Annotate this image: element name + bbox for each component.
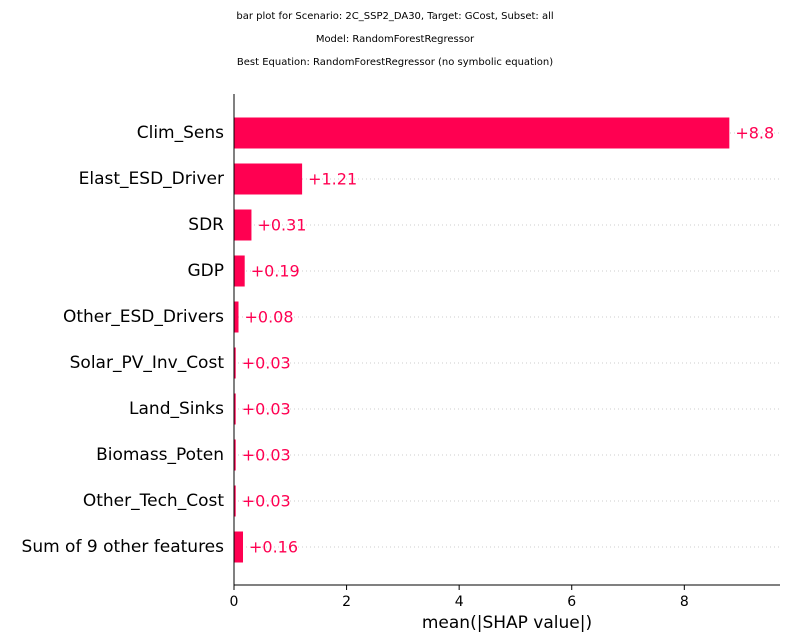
- x-axis-title: mean(|SHAP value|): [422, 613, 592, 633]
- bar-10: [234, 531, 244, 563]
- bars: [234, 117, 730, 563]
- value-label: +0.03: [242, 492, 291, 511]
- value-label: +8.8: [735, 124, 774, 143]
- category-labels: Clim_Sens Elast_ESD_Driver SDR GDP Other_ESD…: [22, 123, 225, 557]
- value-label: +0.08: [245, 308, 294, 327]
- category-label: Other_Tech_Cost: [83, 491, 224, 511]
- category-label: Clim_Sens: [137, 123, 224, 143]
- category-label: Other_ESD_Drivers: [63, 307, 224, 327]
- category-label: Elast_ESD_Driver: [79, 169, 224, 189]
- chart-title-line-3: Best Equation: RandomForestRegressor (no…: [237, 57, 553, 68]
- x-tick-label: 0: [230, 594, 239, 610]
- bar-4: [234, 255, 245, 287]
- bar-7: [234, 393, 236, 425]
- category-label: GDP: [187, 261, 224, 281]
- value-label: +0.19: [251, 262, 300, 281]
- value-label: +0.03: [242, 446, 291, 465]
- bar-5: [234, 301, 239, 333]
- bar-2: [234, 163, 303, 195]
- value-label: +0.16: [249, 538, 298, 557]
- value-label: +0.03: [242, 354, 291, 373]
- value-labels: +8.8 +1.21 +0.31 +0.19 +0.08 +0.03 +0.03 +0.03 +…: [242, 124, 775, 557]
- axes: [233, 94, 780, 586]
- category-label: Sum of 9 other features: [22, 537, 225, 557]
- chart-title-group: bar plot for Scenario: 2C_SSP2_DA30, Tar…: [236, 11, 553, 68]
- x-tick-label: 4: [455, 594, 464, 610]
- bar-9: [234, 485, 236, 517]
- category-label: SDR: [188, 215, 224, 235]
- bar-8: [234, 439, 236, 471]
- bar-3: [234, 209, 252, 241]
- bar-1: [234, 117, 730, 149]
- chart-title-line-2: Model: RandomForestRegressor: [316, 34, 475, 45]
- category-label: Solar_PV_Inv_Cost: [70, 353, 225, 373]
- row-gridlines: [234, 132, 780, 548]
- x-tick-label: 2: [342, 594, 351, 610]
- category-label: Land_Sinks: [129, 399, 224, 419]
- value-label: +0.03: [242, 400, 291, 419]
- category-label: Biomass_Poten: [96, 445, 224, 465]
- value-label: +1.21: [308, 170, 357, 189]
- value-label: +0.31: [257, 216, 306, 235]
- chart-title-line-1: bar plot for Scenario: 2C_SSP2_DA30, Tar…: [236, 11, 553, 22]
- bar-6: [234, 347, 236, 379]
- x-tick-label: 8: [680, 594, 689, 610]
- x-tick-label: 6: [567, 594, 576, 610]
- x-ticks: 0 2 4 6 8: [230, 585, 689, 610]
